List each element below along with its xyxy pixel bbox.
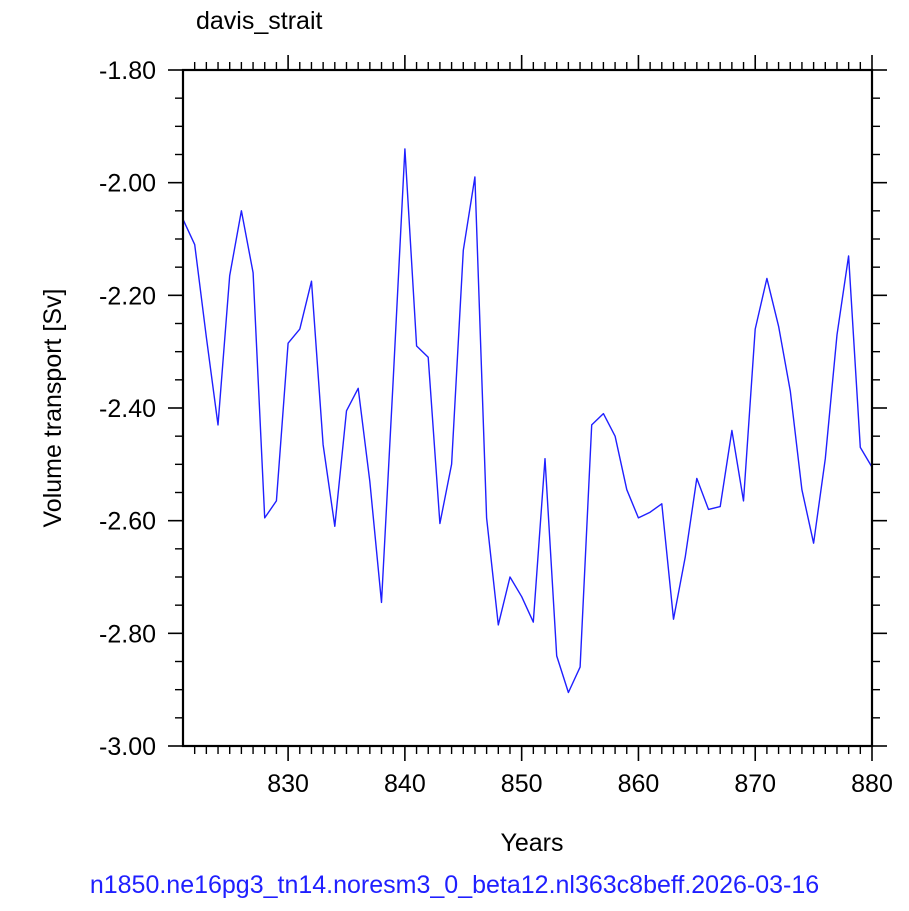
minor-ticks bbox=[175, 62, 880, 754]
x-tick-label: 880 bbox=[851, 770, 893, 798]
x-tick-label: 870 bbox=[734, 770, 776, 798]
x-tick-labels: 830 840 850 860 870 880 bbox=[267, 770, 893, 798]
x-tick-label: 830 bbox=[267, 770, 309, 798]
plot-frame bbox=[181, 68, 874, 748]
run-identifier-footer: n1850.ne16pg3_tn14.noresm3_0_beta12.nl36… bbox=[89, 871, 820, 899]
y-axis-label: Volume transport [Sv] bbox=[39, 288, 67, 527]
x-tick-label: 840 bbox=[384, 770, 426, 798]
y-tick-label: -2.00 bbox=[99, 170, 156, 198]
y-tick-label: -2.60 bbox=[99, 508, 156, 536]
chart: davis_strait -1.80 -2.00 -2.20 -2.40 -2.60 -2… bbox=[39, 7, 893, 857]
y-tick-label: -1.80 bbox=[99, 57, 156, 85]
chart-title: davis_strait bbox=[196, 7, 322, 35]
x-tick-label: 860 bbox=[618, 770, 660, 798]
x-tick-label: 850 bbox=[501, 770, 543, 798]
y-tick-label: -2.40 bbox=[99, 395, 156, 423]
y-tick-labels: -1.80 -2.00 -2.20 -2.40 -2.60 -2.80 -3.00 bbox=[99, 57, 156, 761]
series-line bbox=[182, 148, 873, 694]
y-tick-label: -2.20 bbox=[99, 282, 156, 310]
major-ticks bbox=[168, 55, 887, 761]
x-axis-label: Years bbox=[500, 829, 563, 857]
y-tick-label: -2.80 bbox=[99, 620, 156, 648]
y-tick-label: -3.00 bbox=[99, 733, 156, 761]
